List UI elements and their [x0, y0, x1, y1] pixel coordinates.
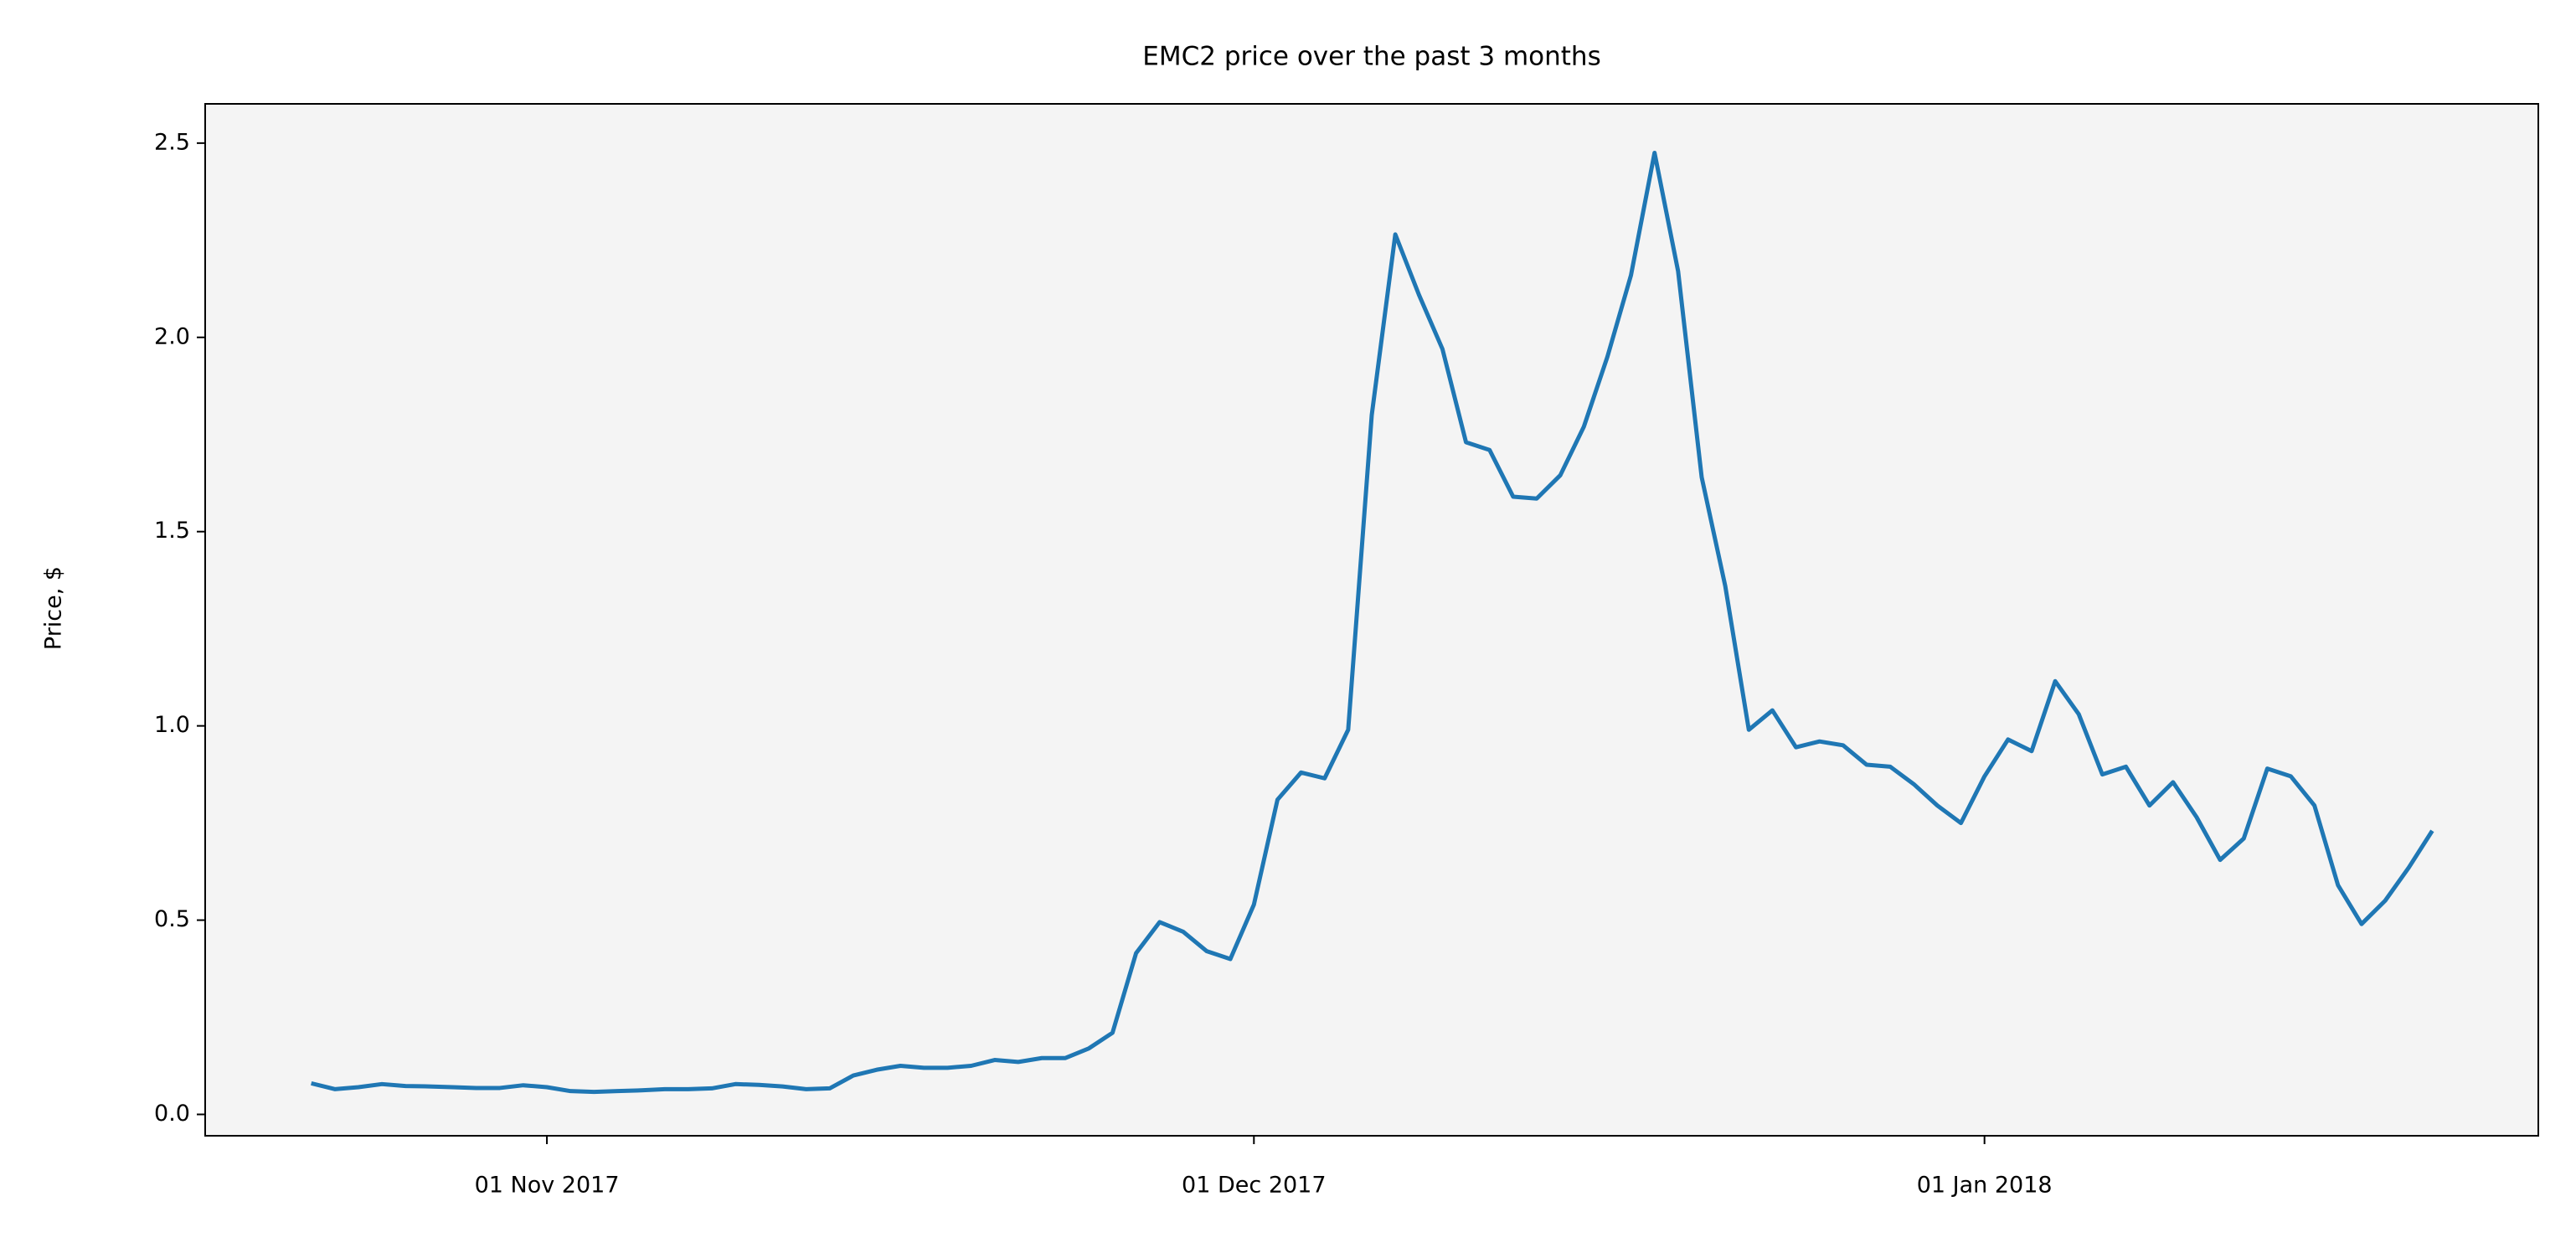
price-line: [311, 150, 2434, 1095]
x-tick-label: 01 Dec 2017: [1182, 1173, 1326, 1199]
y-tick-label: 0.0: [154, 1101, 190, 1127]
chart-title: EMC2 price over the past 3 months: [1142, 42, 1600, 72]
plot-area: [205, 104, 2538, 1136]
y-axis-label: Price, $: [41, 566, 67, 650]
y-tick-label: 1.0: [154, 712, 190, 738]
plot-frame: [204, 103, 2539, 1137]
y-tick-label: 2.5: [154, 129, 190, 155]
y-tick-label: 2.0: [154, 323, 190, 349]
x-tick-label: 01 Jan 2018: [1917, 1173, 2053, 1199]
y-tick-label: 1.5: [154, 518, 190, 544]
x-tick-label: 01 Nov 2017: [475, 1173, 620, 1199]
y-tick-label: 0.5: [154, 906, 190, 932]
